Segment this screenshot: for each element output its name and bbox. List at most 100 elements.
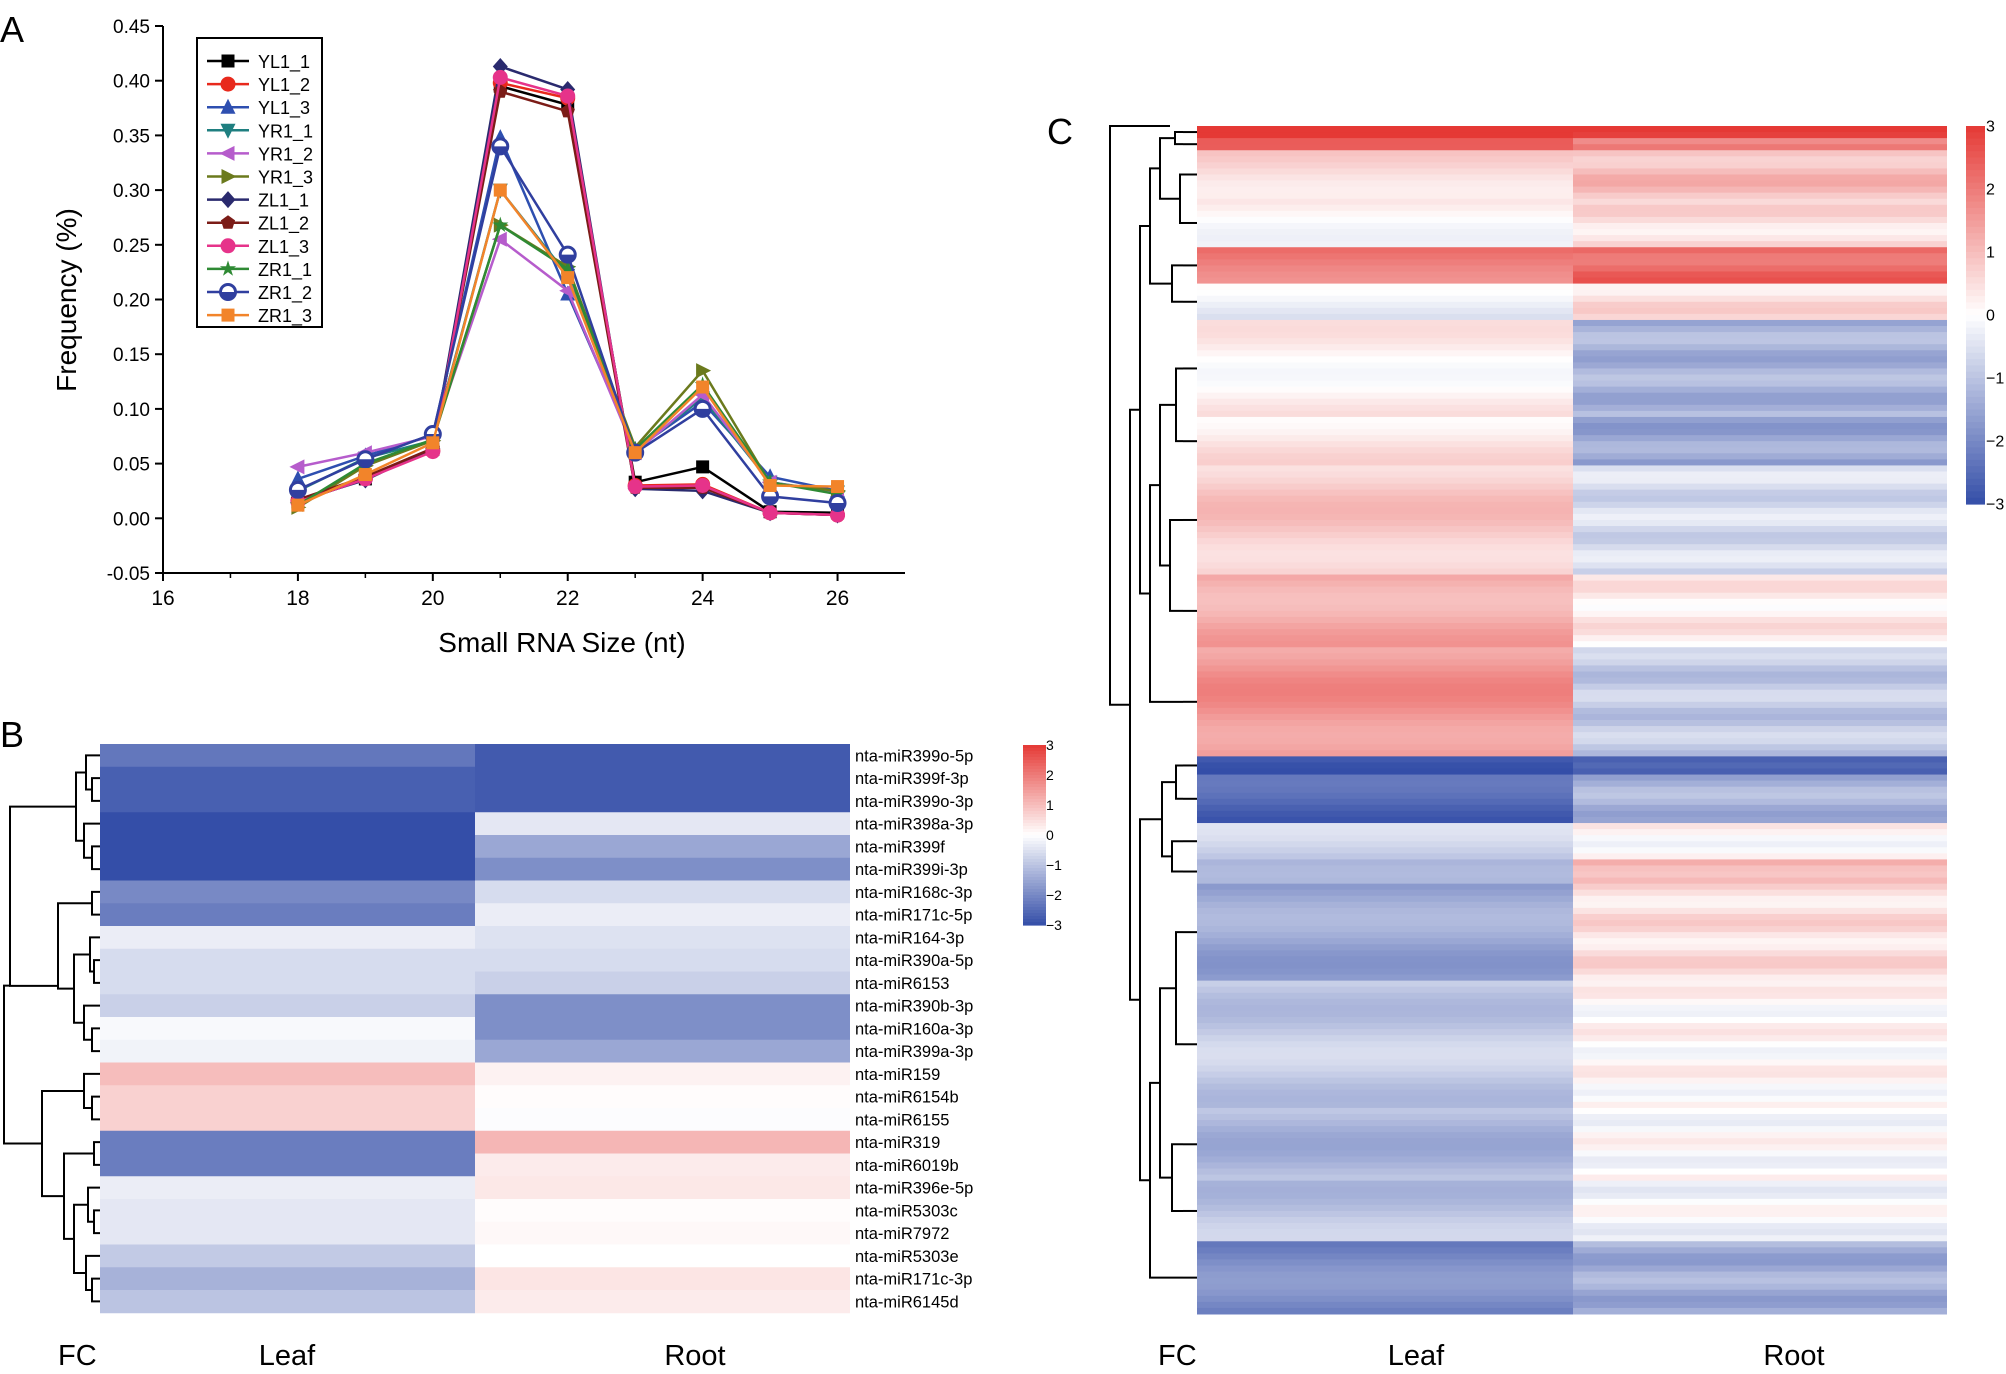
row-label: nta-miR159 — [855, 1066, 940, 1084]
y-tick-label: -0.05 — [107, 564, 150, 585]
colorbar-segment — [1966, 478, 1985, 486]
heatmap-cell-root — [1573, 495, 1947, 503]
heatmap-cell-root — [475, 926, 850, 950]
heatmap-cell-leaf — [1197, 398, 1573, 406]
colorbar-tick-label: −2 — [1986, 434, 2004, 451]
legend-marker-yl1-3 — [220, 98, 236, 114]
dendrogram-link — [93, 1209, 100, 1235]
row-label: nta-miR168c-3p — [855, 884, 972, 902]
heatmap-cell-root — [1573, 744, 1947, 751]
heatmap-cell-root — [1573, 1186, 1947, 1194]
data-point-zr1-2 — [356, 450, 375, 469]
heatmap-cell-root — [1573, 435, 1947, 442]
heatmap-cell-leaf — [1197, 386, 1573, 394]
heatmap-cell-leaf — [100, 880, 475, 904]
heatmap-cell-leaf — [1197, 1035, 1573, 1042]
heatmap-cell-leaf — [1197, 1253, 1573, 1260]
data-point-zr1-1 — [492, 216, 509, 232]
heatmap-cell-leaf — [1197, 295, 1573, 303]
colorbar-segment — [1966, 258, 1985, 266]
heatmap-cell-leaf — [1197, 204, 1573, 212]
colorbar-segment — [1023, 799, 1046, 803]
heatmap-cell-root — [1573, 1138, 1947, 1145]
heatmap-cell-root — [475, 1153, 850, 1177]
data-point-zl1-3 — [830, 507, 846, 523]
colorbar-segment — [1966, 365, 1985, 373]
heatmap-cell-leaf — [1197, 980, 1573, 988]
heatmap-cell-leaf — [1197, 1004, 1573, 1012]
heatmap-cell-root — [1573, 1253, 1947, 1260]
colorbar-segment — [1023, 874, 1046, 878]
heatmap-cell-root — [1573, 853, 1947, 860]
heatmap-cell-leaf — [1197, 907, 1573, 915]
heatmap-cell-leaf — [1197, 241, 1573, 248]
heatmap-cell-leaf — [1197, 1174, 1573, 1182]
dendrogram-link — [73, 953, 90, 1024]
heatmap-cell-root — [1573, 750, 1947, 757]
heatmap-cell-root — [1573, 738, 1947, 745]
heatmap-cell-root — [1573, 986, 1947, 994]
data-point-zl1-3 — [492, 69, 508, 85]
heatmap-cell-root — [1573, 1241, 1947, 1248]
heatmap-cell-root — [475, 1199, 850, 1223]
heatmap-cell-root — [1573, 580, 1947, 588]
heatmap-cell-leaf — [1197, 192, 1573, 200]
colorbar-segment — [1966, 472, 1985, 480]
heatmap-cell-root — [475, 1290, 850, 1314]
heatmap-cell-root — [1573, 447, 1947, 454]
heatmap-cell-root — [1573, 604, 1947, 612]
dendrogram-link — [1179, 173, 1183, 224]
heatmap-cell-root — [1573, 216, 1947, 224]
heatmap-cell-leaf — [1197, 356, 1573, 363]
heatmap-cell-root — [1573, 392, 1947, 400]
heatmap-cell-leaf — [1197, 926, 1573, 933]
heatmap-cell-root — [1573, 126, 1947, 133]
row-label: nta-miR6154b — [855, 1089, 959, 1107]
heatmap-cell-leaf — [1197, 889, 1573, 897]
colorbar-segment — [1023, 850, 1046, 854]
heatmap-cell-root — [1573, 780, 1947, 788]
heatmap-cell-root — [1573, 1065, 1947, 1073]
row-label: nta-miR399i-3p — [855, 861, 968, 879]
heatmap-cell-leaf — [1197, 786, 1573, 794]
heatmap-cell-leaf — [1197, 562, 1573, 569]
colorbar-segment — [1966, 270, 1985, 278]
colorbar-segment — [1966, 233, 1985, 240]
heatmap-cell-leaf — [1197, 1235, 1573, 1242]
heatmap-cell-root — [1573, 513, 1947, 521]
heatmap-cell-root — [1573, 338, 1947, 345]
heatmap-cell-root — [475, 1085, 850, 1109]
dendrogram-link — [1175, 764, 1183, 800]
heatmap-cell-leaf — [1197, 707, 1573, 715]
colorbar-segment — [1966, 308, 1985, 316]
heatmap-cell-leaf — [1197, 780, 1573, 788]
heatmap-cell-leaf — [1197, 265, 1573, 272]
colorbar-segment — [1023, 823, 1046, 827]
heatmap-cell-root — [1573, 816, 1947, 824]
heatmap-cell-leaf — [1197, 526, 1573, 533]
heatmap-cell-leaf — [1197, 156, 1573, 163]
heatmap-cell-leaf — [1197, 592, 1573, 600]
heatmap-cell-root — [1573, 1192, 1947, 1200]
heatmap-cell-leaf — [1197, 816, 1573, 824]
heatmap-cell-leaf — [1197, 847, 1573, 854]
colorbar-tick-label: −3 — [1986, 497, 2004, 514]
data-point-zr1-2 — [761, 487, 780, 506]
heatmap-cell-leaf — [100, 1017, 475, 1041]
heatmap-cell-leaf — [1197, 920, 1573, 927]
heatmap-cell-leaf — [1197, 210, 1573, 218]
series-line-yl1-3 — [297, 133, 838, 493]
heatmap-cell-root — [1573, 889, 1947, 897]
legend-label-yl1-1: YL1_1 — [258, 52, 310, 73]
heatmap-cell-leaf — [1197, 1059, 1573, 1066]
heatmap-cell-root — [1573, 410, 1947, 418]
heatmap-cell-root — [1573, 150, 1947, 157]
line-chart-series — [288, 58, 847, 524]
heatmap-cell-root — [1573, 277, 1947, 285]
legend-label-zl1-2: ZL1_2 — [258, 214, 309, 235]
row-labels-b: nta-miR399o-5p nta-miR399f-3p nta-miR399o-… — [855, 747, 973, 1311]
heatmap-cell-leaf — [1197, 544, 1573, 551]
heatmap-cell-root — [1573, 344, 1947, 351]
heatmap-cell-root — [1573, 544, 1947, 551]
heatmap-cell-root — [1573, 677, 1947, 685]
